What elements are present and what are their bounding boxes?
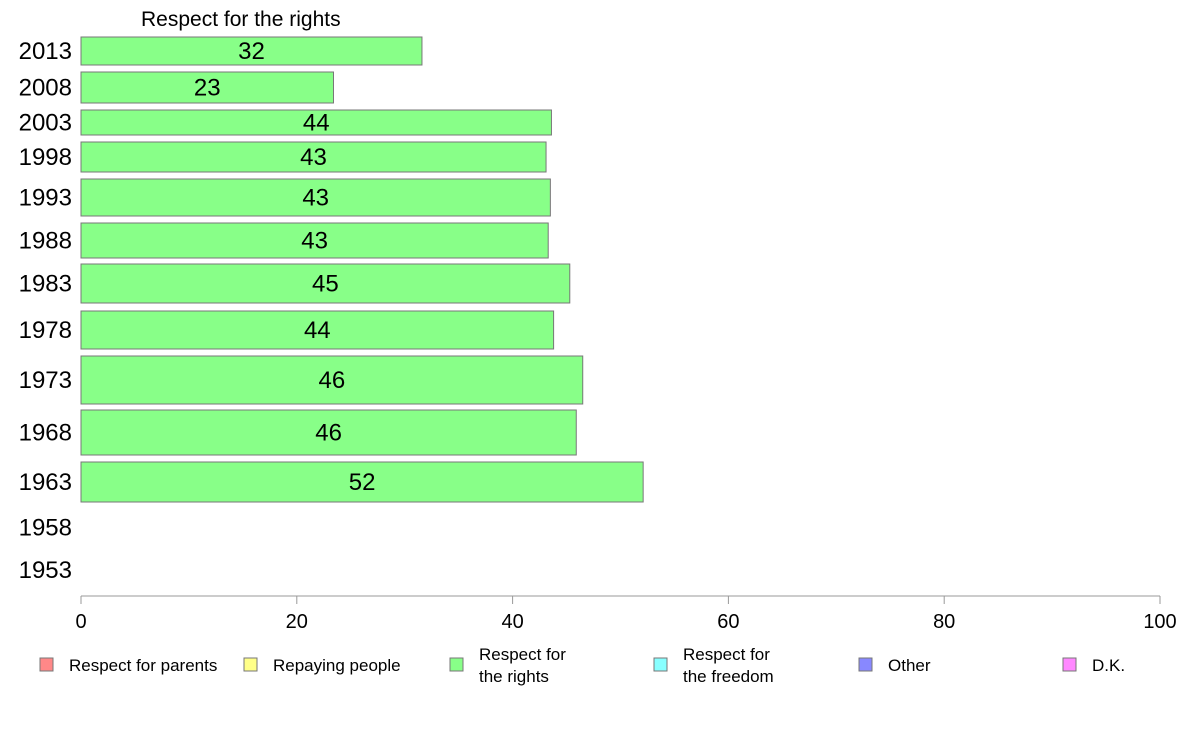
category-label-1953: 1953 [19, 557, 72, 584]
bar-2008 [80, 71, 334, 104]
legend-label: Respect for the freedom [683, 645, 774, 686]
bar-1978 [80, 310, 555, 350]
legend-label: D.K. [1092, 656, 1125, 675]
legend-item-2: Respect for the rights [449, 645, 566, 686]
category-label-1998: 1998 [19, 144, 72, 171]
bar-label-2008: 23 [194, 75, 221, 102]
bar-1988 [80, 222, 549, 259]
x-tick-label-60: 60 [717, 611, 739, 633]
category-label-1968: 1968 [19, 420, 72, 447]
legend-item-3: Respect for the freedom [653, 645, 774, 686]
x-axis: 0 20 40 60 80 100 [75, 595, 1177, 633]
bar-1968 [80, 409, 577, 456]
bar-1963 [80, 461, 644, 503]
category-label-1978: 1978 [19, 317, 72, 344]
legend-item-5: D.K. [1062, 656, 1125, 675]
bar-label-1983: 45 [312, 271, 339, 298]
bar-label-1963: 52 [349, 469, 376, 496]
category-labels: 2013 2008 2003 1998 1993 1988 1983 1978 1973 1968… [19, 38, 72, 584]
legend-swatch [449, 657, 464, 672]
legend-item-4: Other [858, 656, 931, 675]
x-tick-label-0: 0 [75, 611, 86, 633]
bar-2013 [80, 36, 423, 66]
legend-swatch [858, 657, 873, 672]
chart-title: Respect for the rights [141, 8, 341, 31]
x-tick-label-100: 100 [1143, 611, 1176, 633]
bar-2003 [80, 109, 552, 136]
legend-swatch [243, 657, 258, 672]
bar-label-2003: 44 [303, 110, 330, 137]
category-label-1963: 1963 [19, 469, 72, 496]
bar-area: 32 23 44 43 43 43 45 44 46 46 52 [80, 36, 644, 503]
legend-swatch [39, 657, 54, 672]
bar-1973 [80, 355, 584, 405]
x-tick-label-20: 20 [286, 611, 308, 633]
bar-label-1988: 43 [301, 228, 328, 255]
category-label-1993: 1993 [19, 185, 72, 212]
legend-label: Other [888, 656, 931, 675]
x-tick-label-40: 40 [501, 611, 523, 633]
legend: Respect for parents Repaying people Respec… [39, 645, 1125, 686]
bar-label-1973: 46 [319, 367, 346, 394]
bar-label-1978: 44 [304, 317, 331, 344]
legend-item-1: Repaying people [243, 656, 401, 675]
legend-label: Respect for parents [69, 656, 217, 675]
bar-1983 [80, 263, 571, 304]
category-label-1983: 1983 [19, 271, 72, 298]
category-label-1973: 1973 [19, 367, 72, 394]
category-label-2003: 2003 [19, 110, 72, 137]
bar-label-1968: 46 [315, 420, 342, 447]
legend-label: Repaying people [273, 656, 401, 675]
category-label-2013: 2013 [19, 38, 72, 65]
legend-item-0: Respect for parents [39, 656, 217, 675]
legend-swatch [653, 657, 668, 672]
legend-swatch [1062, 657, 1077, 672]
legend-label: Respect for the rights [479, 645, 566, 686]
x-tick-label-80: 80 [933, 611, 955, 633]
bar-1993 [80, 178, 551, 217]
bar-label-1993: 43 [302, 185, 329, 212]
bar-label-2013: 32 [238, 38, 265, 65]
bar-1998 [80, 141, 547, 173]
category-label-2008: 2008 [19, 75, 72, 102]
bar-label-1998: 43 [300, 144, 327, 171]
category-label-1988: 1988 [19, 228, 72, 255]
category-label-1958: 1958 [19, 515, 72, 542]
